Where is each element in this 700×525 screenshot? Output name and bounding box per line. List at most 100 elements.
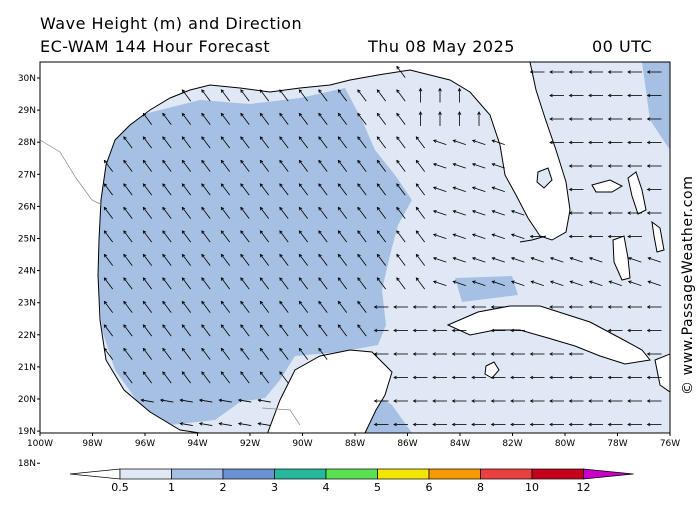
wave-arrow-head	[646, 164, 651, 168]
wave-arrow	[472, 234, 486, 239]
wave-arrow	[298, 160, 309, 172]
wave-arrow	[492, 257, 505, 263]
wave-arrow-head	[257, 422, 262, 426]
wave-arrow	[181, 160, 192, 172]
wave-arrow-head	[298, 347, 303, 352]
wave-arrow-head	[627, 422, 631, 427]
wave-arrow-head	[588, 234, 592, 239]
wave-arrow	[181, 254, 192, 266]
wave-arrow-head	[471, 352, 475, 356]
wave-arrow	[550, 257, 564, 263]
wave-arrow-head	[318, 300, 322, 305]
wave-arrow-head	[142, 253, 147, 258]
wave-arrow-head	[491, 280, 496, 284]
wave-arrow-head	[240, 347, 244, 352]
wave-arrow	[318, 254, 328, 266]
wave-arrow	[415, 230, 426, 243]
wave-arrow	[318, 277, 328, 290]
wave-arrow	[259, 324, 270, 337]
wave-arrow-head	[103, 253, 108, 258]
wave-arrow	[318, 324, 328, 337]
wave-arrow-head	[337, 159, 342, 164]
wave-arrow-head	[298, 300, 303, 305]
wave-arrow	[279, 324, 289, 337]
wave-arrow-head	[123, 277, 127, 281]
wave-arrow-head	[198, 422, 203, 426]
wave-arrow-head	[569, 280, 574, 284]
wave-arrow-head	[201, 371, 205, 375]
wave-arrow-head	[393, 305, 397, 309]
wave-arrow	[123, 371, 133, 384]
wave-arrow	[433, 140, 447, 145]
border-mexico-guatemala	[261, 407, 301, 426]
wave-arrow-head	[471, 233, 476, 237]
wave-arrow	[201, 160, 211, 172]
wave-arrow-head	[376, 89, 381, 93]
wave-arrow	[181, 136, 192, 149]
wave-arrow-head	[396, 89, 400, 93]
wave-arrow	[258, 399, 271, 403]
lon-label: 82W	[502, 439, 522, 449]
wave-arrow	[103, 207, 114, 219]
wave-arrow-head	[240, 159, 244, 164]
wave-arrow-head	[181, 324, 186, 328]
wave-arrow	[240, 136, 250, 149]
wave-arrow	[201, 371, 211, 384]
wave-arrow	[453, 163, 466, 169]
wave-arrow	[570, 281, 583, 286]
wave-arrow	[337, 277, 348, 290]
wave-arrow	[240, 230, 250, 243]
wave-arrow-head	[103, 206, 108, 211]
wave-arrow	[472, 257, 486, 263]
wave-arrow-head	[627, 70, 631, 74]
wave-arrow-head	[181, 230, 186, 234]
wave-arrow-head	[181, 183, 186, 187]
wave-arrow-head	[318, 324, 322, 328]
wave-arrow-head	[357, 324, 361, 328]
wave-arrow-head	[259, 206, 264, 211]
wave-arrow-head	[298, 324, 303, 328]
wave-arrow	[259, 348, 270, 360]
wave-arrow-head	[162, 347, 166, 352]
wave-arrow-head	[646, 375, 651, 380]
wave-arrow-head	[510, 233, 515, 237]
wave-arrow	[433, 187, 447, 192]
wave-arrow-head	[471, 209, 476, 214]
wave-arrow-head	[568, 399, 573, 403]
wave-arrow-head	[220, 136, 225, 140]
lon-label: 100W	[27, 439, 53, 449]
wave-arrow	[609, 281, 622, 286]
wave-arrow-head	[396, 253, 400, 258]
wave-arrow-head	[451, 375, 456, 380]
wave-arrow	[162, 136, 172, 149]
lon-label: 84W	[450, 439, 470, 449]
lake-okeechobee	[536, 167, 553, 189]
colorbar-label: 5	[374, 481, 381, 494]
wave-arrow	[240, 160, 250, 172]
wave-arrow-head	[646, 70, 651, 74]
wave-arrow	[376, 230, 387, 243]
wave-arrow	[103, 230, 114, 243]
wave-arrow	[298, 113, 309, 125]
wave-arrow	[123, 301, 133, 313]
wave-arrow-head	[491, 186, 496, 190]
wave-arrow	[162, 230, 172, 243]
land-abaco	[627, 171, 647, 215]
wave-arrow	[396, 136, 406, 149]
wave-arrow-head	[240, 371, 244, 375]
wave-arrow-head	[337, 206, 342, 211]
wave-arrow-head	[142, 183, 147, 187]
colorbar-high-triangle	[583, 468, 634, 480]
wave-arrow-head	[452, 233, 457, 237]
colorbar-segment	[119, 468, 172, 480]
wave-arrow-head	[451, 352, 456, 356]
wave-arrow	[396, 89, 406, 102]
wave-arrow	[279, 301, 289, 313]
colorbar-label: 1	[168, 481, 175, 494]
wave-arrow	[201, 324, 211, 337]
wave-arrow-head	[181, 253, 186, 258]
wave-arrow-head	[607, 211, 612, 215]
wave-arrow	[298, 183, 309, 196]
wave-arrow	[142, 230, 153, 243]
wave-arrow-head	[491, 209, 496, 214]
